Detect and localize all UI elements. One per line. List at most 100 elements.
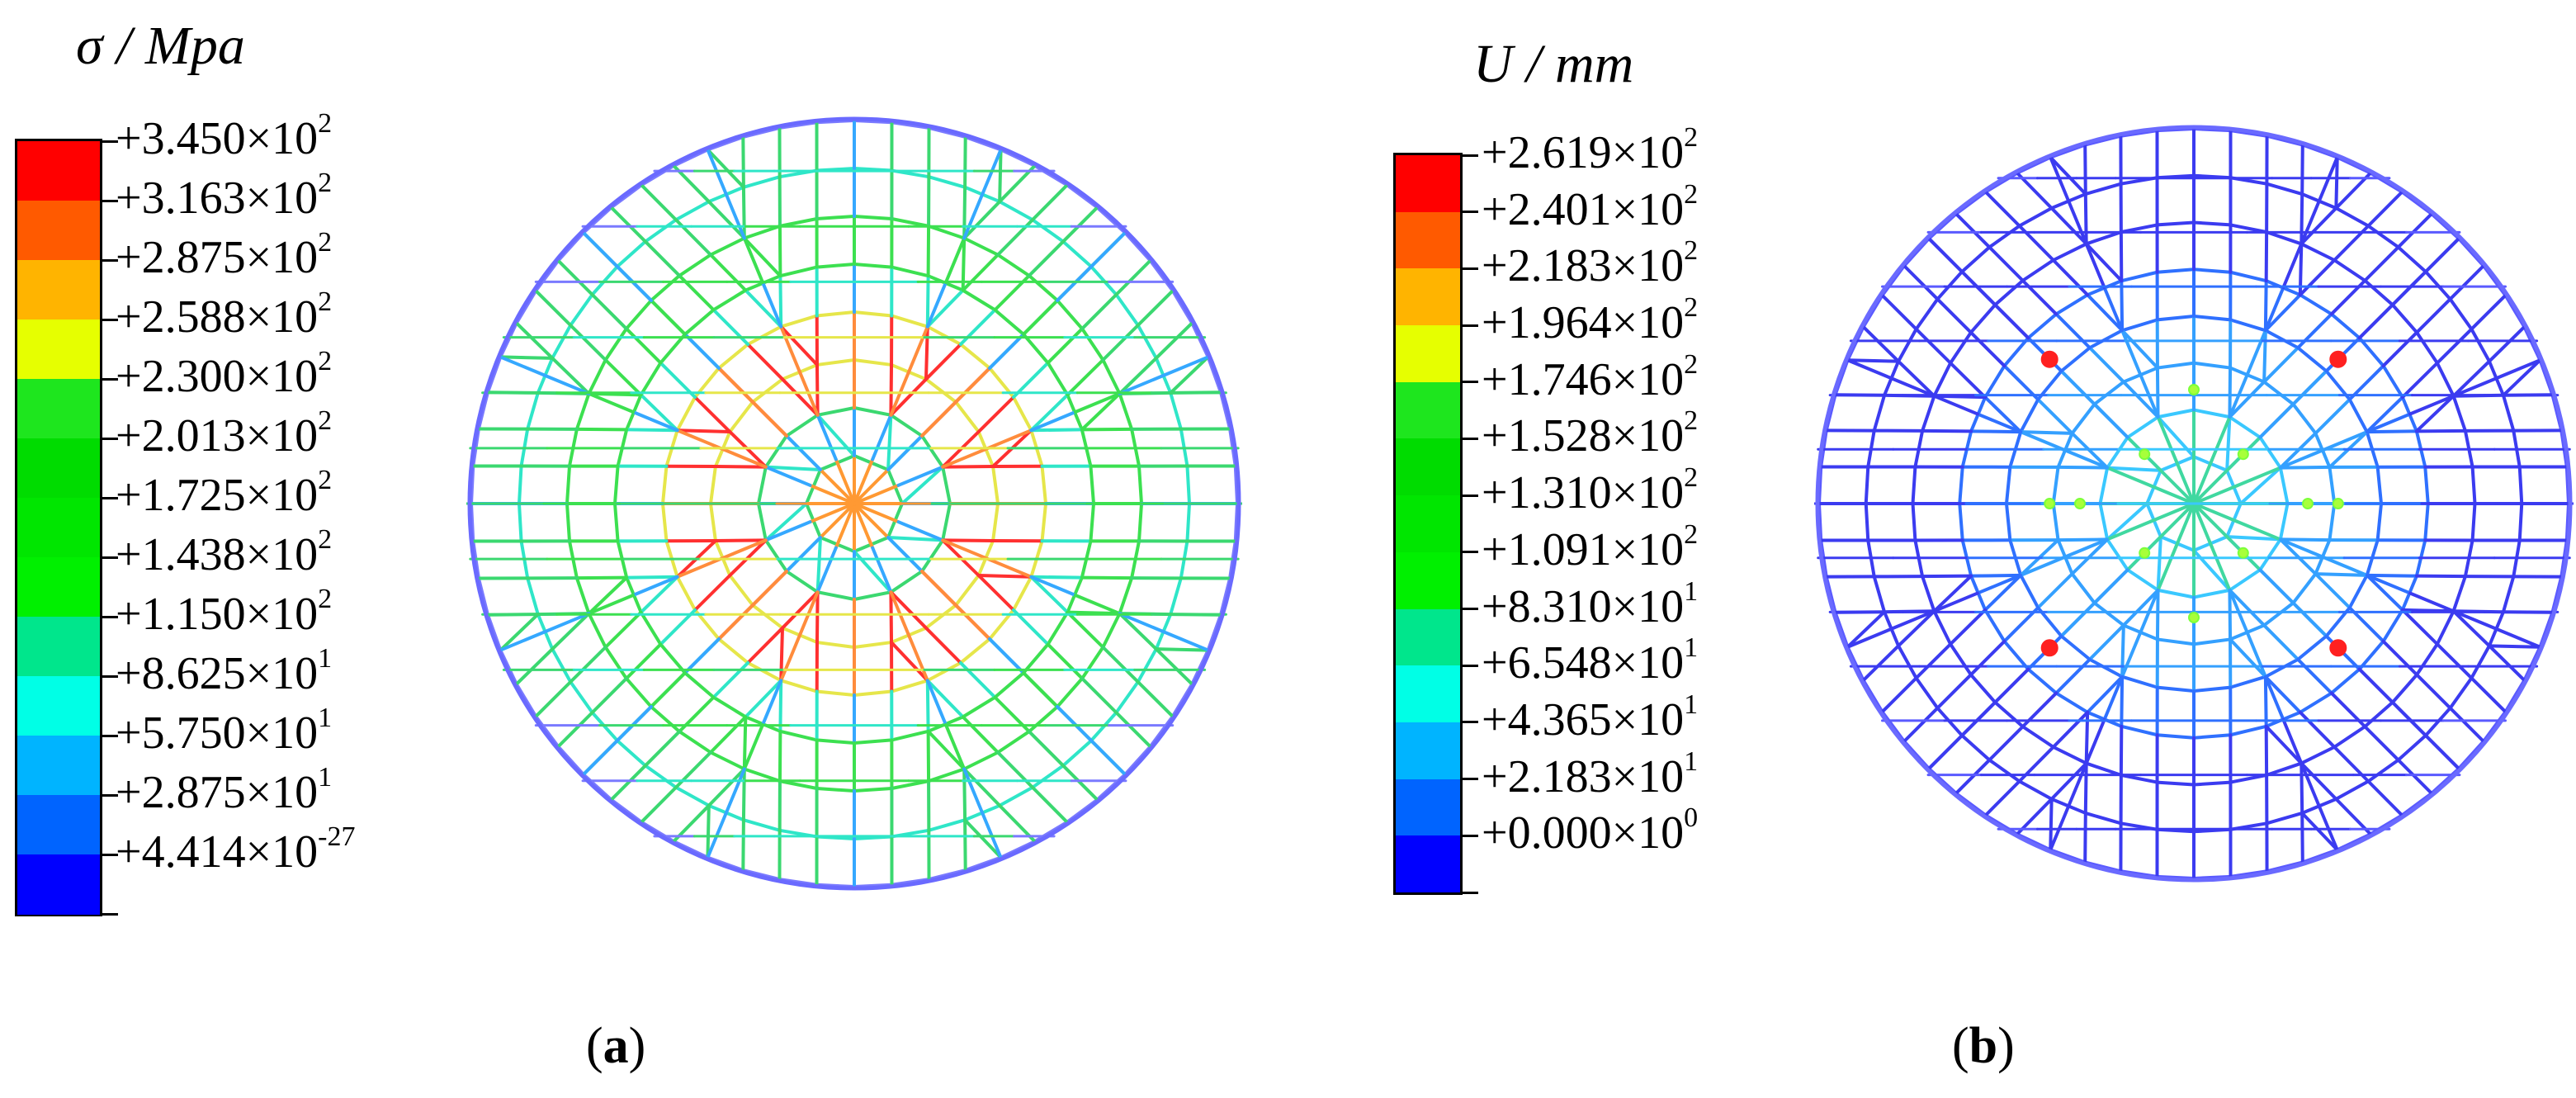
mesh-diagonal-member (976, 574, 1033, 579)
mesh-spoke-member (1926, 236, 1964, 274)
mesh-spoke-member (2092, 568, 2129, 605)
colorbar-segment (1396, 779, 1460, 836)
mesh-diagonal-member (2296, 312, 2333, 350)
mesh-ring-member (853, 358, 894, 367)
mesh-ring-member (2087, 329, 2125, 350)
mesh-ring-member (889, 570, 924, 594)
mesh-spoke-member (784, 433, 822, 471)
colorbar-tick (1460, 721, 1478, 724)
mesh-diagonal-member (2019, 430, 2074, 435)
mesh-ring-member (998, 785, 1035, 807)
mesh-spoke-member (896, 520, 945, 542)
mesh-diagonal-member (603, 610, 643, 649)
mesh-diagonal-member (2435, 327, 2474, 365)
mesh-ring-member (1872, 575, 1887, 614)
mesh-diagonal-member (2120, 329, 2159, 370)
mesh-spoke-member (988, 637, 1026, 675)
mesh-spoke-member (808, 502, 856, 524)
mesh-ring-member (815, 215, 856, 220)
stress-mesh-plot (466, 116, 1242, 891)
mesh-ring-member (1061, 239, 1094, 268)
mesh-spoke-member (925, 679, 948, 726)
mesh-diagonal-member (1136, 289, 1175, 327)
mesh-ring-member (2258, 435, 2282, 470)
mesh-diagonal-member (609, 764, 647, 802)
mesh-ring-member (954, 400, 981, 433)
mesh-diagonal-member (2415, 297, 2452, 334)
mesh-ring-member (2155, 315, 2196, 322)
mesh-diagonal-member (2381, 330, 2419, 368)
mesh-diagonal-member (2086, 293, 2125, 333)
mesh-ring-member (2363, 700, 2394, 729)
mesh-ring-member (757, 502, 768, 542)
mesh-spoke-member (853, 457, 875, 505)
peak-node (2074, 498, 2086, 509)
mesh-diagonal-member (2470, 676, 2507, 714)
mesh-diagonal-member (1897, 609, 1936, 648)
mesh-ring-member (1027, 705, 1060, 734)
mesh-ring-member (1911, 502, 1917, 542)
mesh-spoke-member (853, 483, 900, 505)
mesh-spoke-member (2263, 285, 2285, 333)
mesh-diagonal-member (643, 239, 682, 277)
mesh-ring-member (2192, 361, 2233, 370)
mesh-ring-member (674, 200, 711, 222)
mesh-spoke-member (941, 447, 989, 469)
mesh-spoke-member (2106, 466, 2153, 488)
mesh-spoke-member (907, 634, 929, 683)
colorbar-tick (100, 258, 118, 262)
mesh-ring-member (2083, 811, 2123, 826)
mesh-diagonal-member (2087, 623, 2125, 661)
mesh-diagonal-member (2056, 537, 2110, 542)
mesh-diagonal-member (2451, 359, 2491, 398)
mesh-diagonal-member (779, 626, 784, 683)
mesh-diagonal-member (741, 818, 745, 873)
mesh-diagonal-member (1061, 764, 1099, 802)
colorbar-tick (100, 318, 118, 321)
mesh-diagonal-member (2262, 346, 2300, 384)
mesh-ring-member (2106, 435, 2129, 470)
mesh-diagonal-member (2487, 324, 2526, 363)
colorbar-tick (100, 556, 118, 559)
mesh-spoke-member (925, 281, 948, 329)
mesh-spoke-member (1118, 373, 1166, 395)
mesh-spoke-member (2365, 412, 2413, 434)
mesh-diagonal-member (746, 343, 784, 381)
displacement-mesh-plot (1814, 125, 2574, 883)
mesh-diagonal-member (2049, 155, 2087, 196)
mesh-diagonal-member (962, 200, 1002, 240)
mesh-ring-member (711, 288, 748, 312)
mesh-diagonal-member (2106, 466, 2162, 472)
mesh-diagonal-member (2278, 465, 2332, 470)
mesh-ring-member (991, 502, 1000, 543)
mesh-diagonal-member (1988, 245, 2025, 282)
mesh-spoke-member (1932, 394, 1979, 416)
mesh-spoke-member (2408, 394, 2455, 416)
mesh-diagonal-member (624, 327, 663, 365)
mesh-ring-member (1137, 502, 1143, 543)
mesh-spoke-member (1089, 739, 1127, 777)
mesh-spoke-member (1993, 667, 2030, 704)
mesh-ring-member (750, 377, 784, 404)
mesh-ring-member (2423, 502, 2430, 542)
mesh-spoke-member (853, 502, 891, 540)
mesh-spoke-member (2258, 568, 2295, 605)
mesh-ring-member (675, 395, 697, 433)
mesh-ring-member (998, 200, 1035, 222)
mesh-spoke-member (907, 324, 929, 373)
mesh-ring-member (2229, 674, 2267, 689)
mesh-diagonal-member (815, 362, 820, 417)
mesh-ring-member (709, 750, 746, 771)
mesh-spoke-member (724, 192, 746, 240)
mesh-spoke-member (954, 603, 992, 641)
mesh-diagonal-member (556, 258, 594, 296)
mesh-diagonal-member (924, 324, 929, 381)
mesh-ring-member (1046, 610, 1070, 646)
mesh-ring-member (778, 729, 819, 742)
mesh-ring-member (2396, 245, 2427, 274)
mesh-ring-member (1914, 676, 1940, 710)
mesh-spoke-member (742, 236, 765, 285)
mesh-spoke-member (1118, 612, 1166, 634)
mesh-diagonal-member (976, 574, 1015, 612)
mesh-ring-member (661, 502, 669, 543)
